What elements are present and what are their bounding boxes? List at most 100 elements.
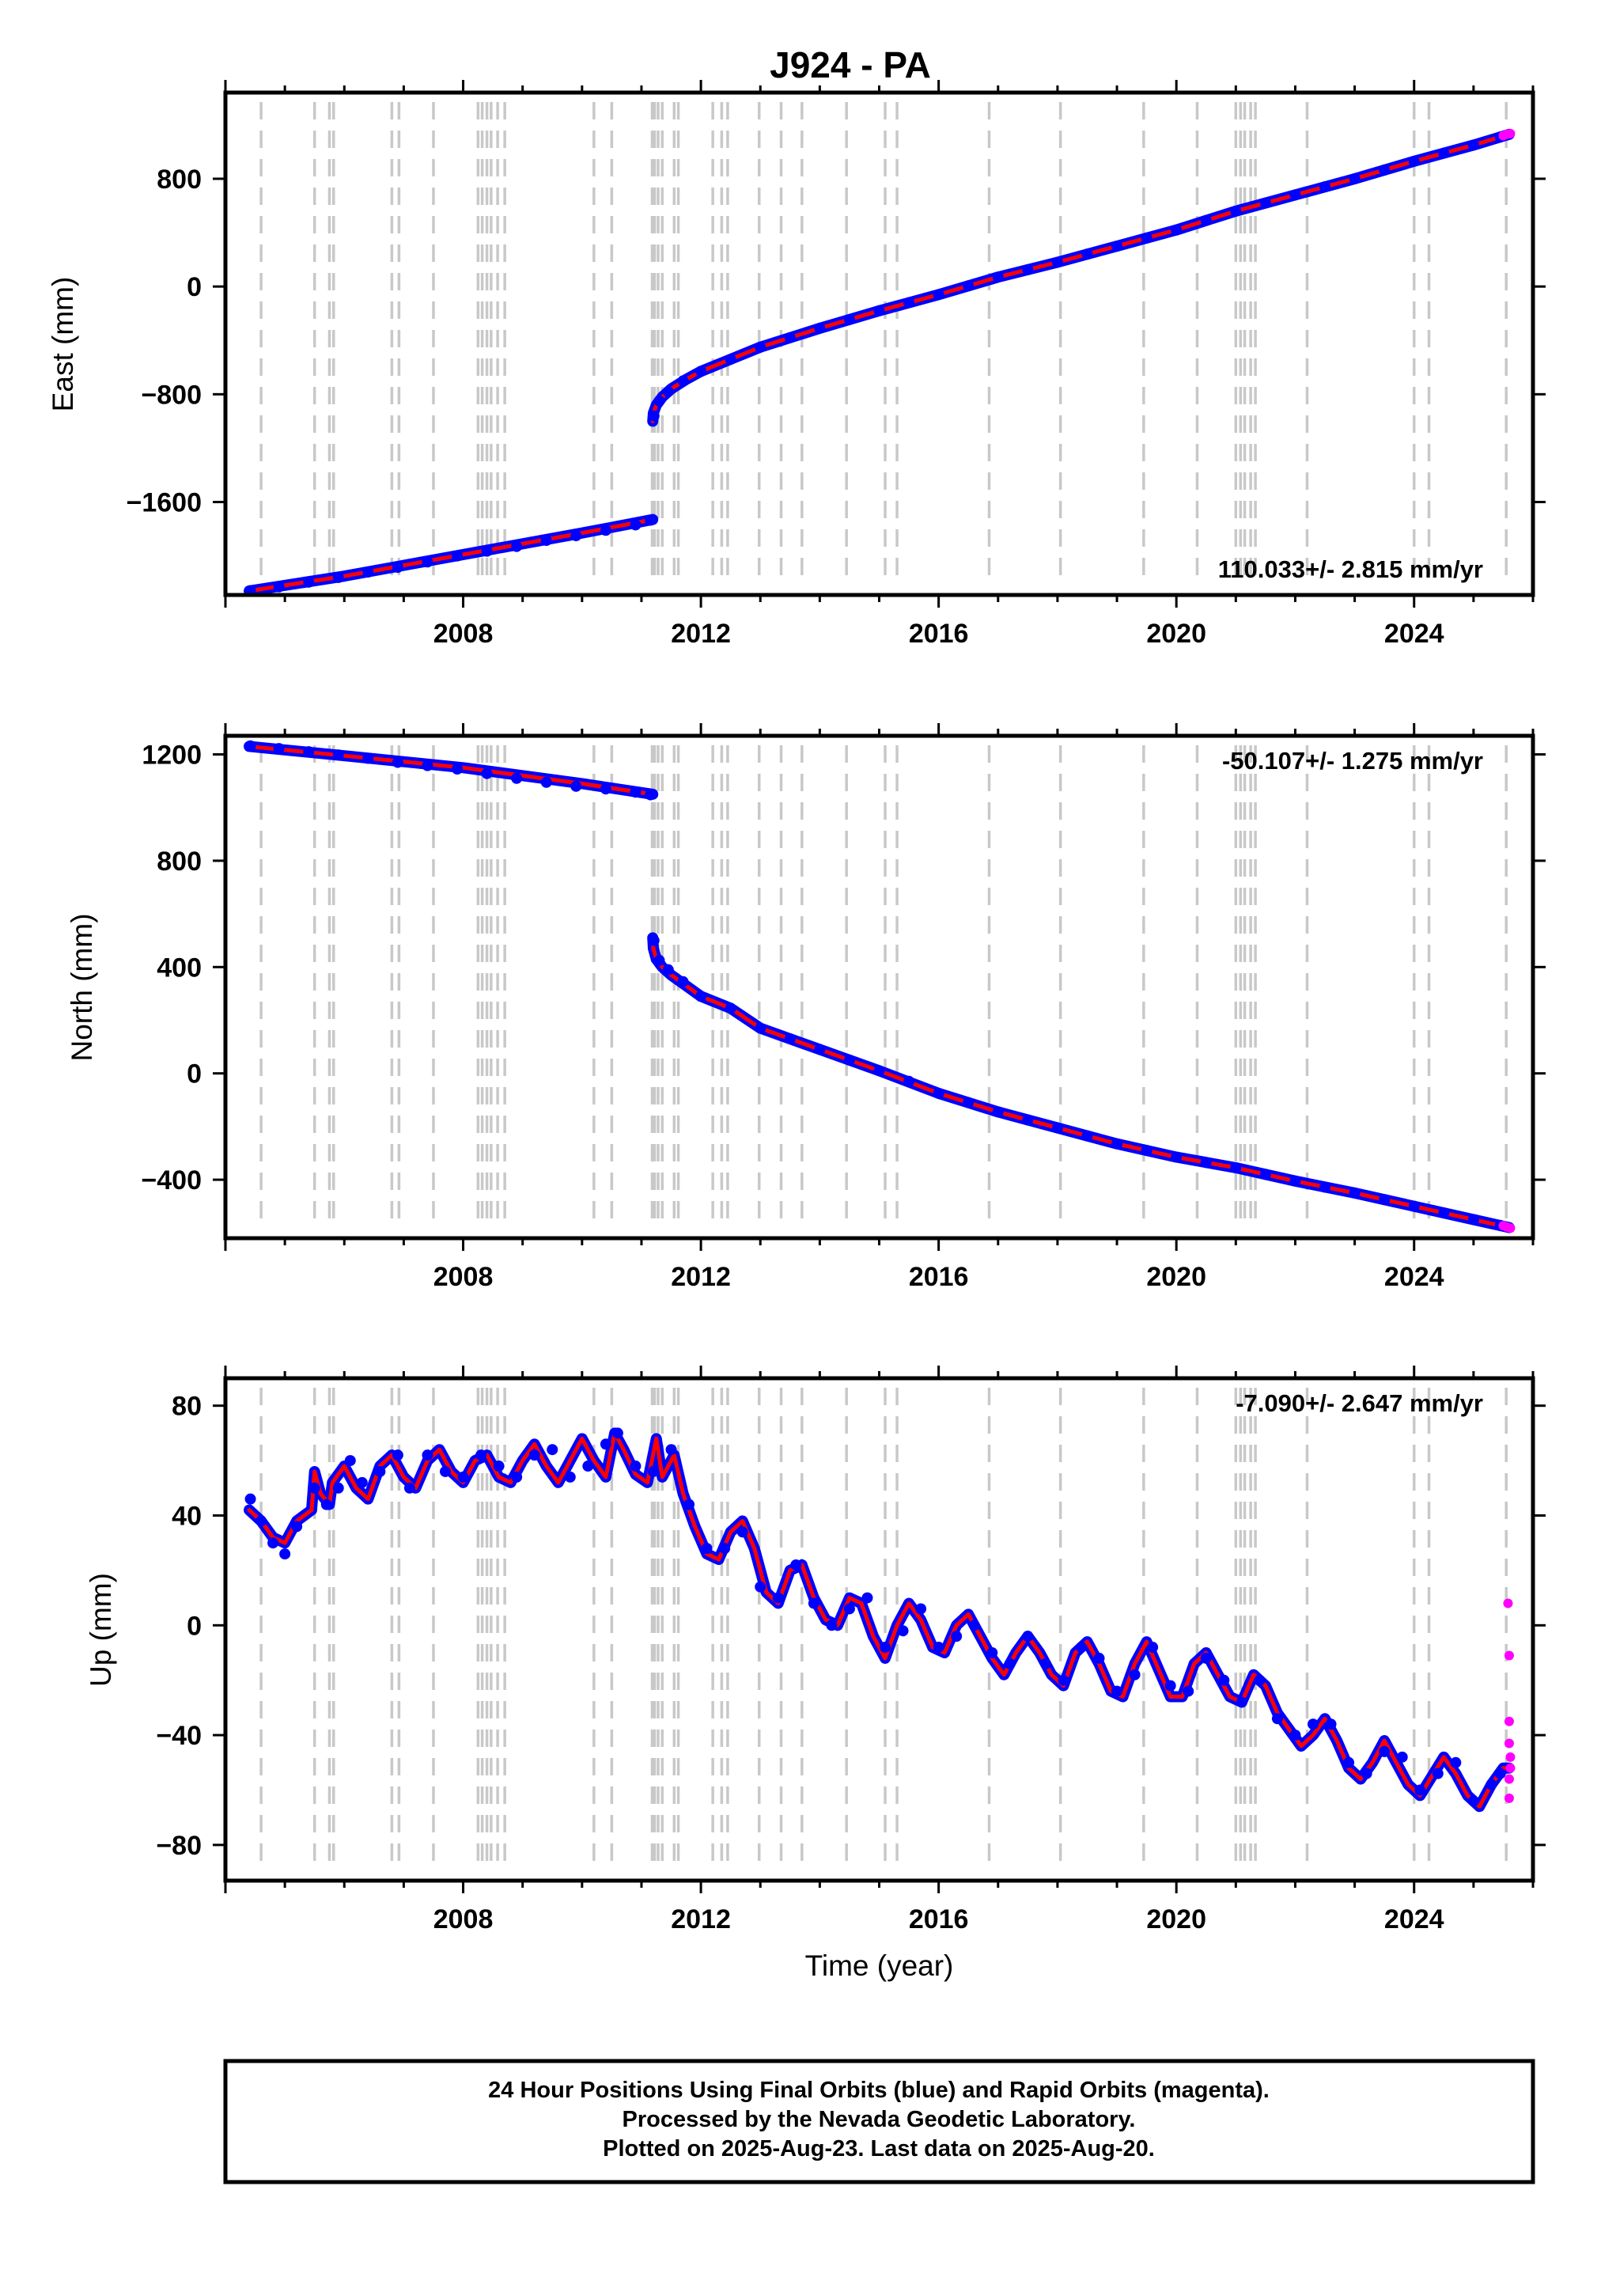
final-orbit-point [814, 1044, 826, 1055]
final-orbit-point [873, 305, 885, 316]
final-orbit-point [600, 783, 611, 795]
event-lines [259, 745, 1508, 1229]
x-tick-label: 2008 [433, 1262, 494, 1292]
final-orbit-point [662, 385, 674, 397]
y-tick-label: 1200 [142, 741, 202, 771]
final-orbit-point [992, 271, 1004, 283]
final-orbit-point [725, 1002, 736, 1014]
final-orbit-point [784, 332, 796, 343]
plot-area [225, 736, 1533, 1238]
rapid-orbit-point [1505, 1752, 1516, 1762]
final-orbit-point [903, 1075, 915, 1087]
x-tick-label: 2024 [1384, 1904, 1444, 1934]
y-tick-label: −80 [156, 1831, 202, 1861]
x-tick-label: 2020 [1146, 1904, 1206, 1934]
final-orbit-point [457, 1471, 469, 1483]
y-axis-label: North (mm) [66, 913, 98, 1061]
final-orbit-point [511, 772, 523, 784]
y-tick-label: 800 [157, 165, 202, 195]
final-orbit-point [814, 322, 826, 334]
y-tick-label: 0 [187, 1611, 202, 1641]
final-orbit-point [570, 780, 582, 792]
y-tick-label: −400 [141, 1165, 202, 1195]
final-orbit-point [392, 1449, 403, 1461]
y-tick-label: −800 [141, 380, 202, 410]
final-orbit-point [1022, 1631, 1034, 1642]
final-orbit-point [279, 1548, 291, 1560]
final-orbit-point [308, 1482, 320, 1494]
final-orbit-point [481, 545, 493, 557]
final-orbit-point [915, 1603, 927, 1615]
final-orbit-point [1111, 241, 1123, 252]
y-tick-label: −1600 [127, 488, 202, 518]
rapid-orbit-point [1504, 1793, 1514, 1803]
rate-annotation: -50.107+/- 1.275 mm/yr [1222, 747, 1483, 775]
final-orbit-point [1183, 1685, 1194, 1697]
final-orbit-point [332, 749, 344, 761]
final-orbit-point [1093, 1652, 1105, 1664]
model-fit-line [247, 1430, 1512, 1809]
final-orbit-point [320, 1498, 332, 1510]
final-orbit-point [273, 743, 285, 755]
final-orbit-point [645, 789, 657, 801]
final-orbit-point [677, 375, 689, 387]
final-orbit-point [1467, 1214, 1479, 1226]
final-orbit-point [481, 767, 493, 779]
final-orbit-point [897, 1625, 909, 1637]
plot-area [225, 93, 1533, 595]
final-orbit-point [963, 1097, 975, 1108]
rapid-orbit-point [1505, 1763, 1516, 1773]
x-tick-label: 2020 [1146, 1262, 1206, 1292]
final-orbit-points [244, 1427, 1506, 1807]
final-orbit-point [951, 1631, 963, 1642]
final-orbit-point [662, 964, 674, 976]
final-orbit-point [1343, 1756, 1355, 1768]
final-orbit-point [963, 280, 975, 292]
x-tick-label: 2012 [671, 1262, 731, 1292]
final-orbit-point [1271, 1713, 1283, 1725]
final-orbit-point [374, 1465, 386, 1477]
x-tick-label: 2016 [909, 1262, 969, 1292]
final-orbit-point [630, 786, 642, 798]
final-orbit-point [452, 550, 464, 562]
final-orbit-point [784, 1033, 796, 1045]
final-orbit-point [332, 1482, 344, 1494]
final-orbit-point [255, 1515, 267, 1527]
rapid-orbit-point [1503, 1598, 1513, 1608]
figure-title: J924 - PA [770, 44, 931, 85]
final-orbit-point [695, 991, 707, 1002]
y-tick-label: 40 [172, 1501, 202, 1531]
x-tick-label: 2012 [671, 1904, 731, 1934]
final-orbit-point [1147, 1642, 1159, 1654]
final-orbit-point [267, 1537, 279, 1549]
y-axis-label: Up (mm) [85, 1573, 117, 1687]
final-orbit-point [1230, 205, 1242, 217]
final-orbit-point [843, 1603, 855, 1615]
final-orbit-point [1129, 1669, 1141, 1680]
final-orbit-point [1022, 263, 1034, 275]
event-lines [259, 1388, 1508, 1871]
final-orbit-point [1494, 1767, 1506, 1779]
final-orbit-point [653, 954, 665, 966]
final-orbit-point [1379, 164, 1391, 176]
final-orbit-point [493, 1461, 505, 1472]
final-orbit-point [986, 1646, 998, 1658]
final-orbit-point [1379, 1745, 1391, 1757]
final-orbit-point [1022, 1114, 1034, 1126]
final-orbit-point [582, 1461, 594, 1472]
final-orbit-point [1081, 1130, 1093, 1142]
final-orbit-point [790, 1559, 802, 1570]
final-orbit-point [772, 1592, 784, 1604]
final-orbit-point [403, 1482, 415, 1494]
x-tick-label: 2008 [433, 619, 494, 649]
final-orbit-point [540, 535, 552, 547]
final-orbit-point [843, 1054, 855, 1066]
final-orbit-point [303, 746, 315, 758]
final-orbit-point [843, 313, 855, 325]
final-orbit-point [362, 752, 374, 764]
final-orbit-point [933, 1087, 944, 1099]
final-orbit-point [540, 776, 552, 788]
final-orbit-point [564, 1471, 576, 1483]
final-orbit-point [630, 519, 642, 531]
final-orbit-point [1111, 1685, 1123, 1697]
